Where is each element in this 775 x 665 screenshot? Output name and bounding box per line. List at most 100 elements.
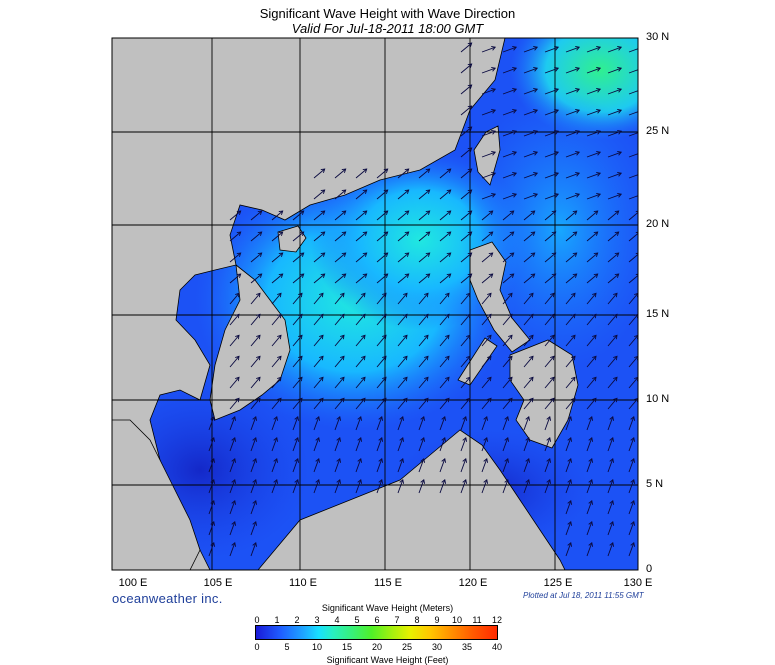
- wave-arrow-head: [252, 499, 258, 505]
- wave-arrow-head: [525, 478, 531, 484]
- wave-arrow-head: [630, 478, 636, 484]
- wave-arrow-head: [298, 334, 303, 340]
- wave-arrow: [607, 88, 622, 95]
- wave-arrow-head: [635, 273, 638, 278]
- colorbar-tick-feet: 10: [311, 642, 322, 652]
- wave-arrow: [460, 231, 472, 242]
- wave-arrow: [628, 542, 635, 557]
- wave-arrow: [334, 479, 341, 494]
- wave-arrow-head: [298, 355, 303, 361]
- wave-arrow: [628, 521, 635, 536]
- wave-arrow: [502, 210, 514, 221]
- wave-arrow: [586, 377, 597, 389]
- wave-arrow: [502, 458, 509, 473]
- wave-arrow-head: [483, 436, 489, 442]
- wave-arrow: [544, 130, 559, 137]
- wave-arrow-head: [509, 231, 515, 236]
- wave-arrow: [628, 356, 638, 368]
- lat-label-10n: 10 N: [646, 393, 670, 405]
- wave-arrow-head: [593, 252, 599, 257]
- wave-arrow-head: [278, 231, 284, 236]
- wave-arrow: [250, 273, 262, 284]
- wave-arrow: [229, 437, 236, 452]
- colorbar-tick-meters: 6: [374, 615, 380, 625]
- wave-arrow-head: [315, 457, 321, 463]
- wave-arrow-head: [383, 168, 389, 173]
- wave-arrow: [397, 356, 408, 368]
- wave-arrow-head: [466, 376, 471, 382]
- wave-arrow: [565, 416, 572, 431]
- wave-arrow-head: [235, 334, 240, 340]
- wave-arrow-head: [509, 273, 515, 278]
- wave-arrow: [607, 109, 622, 116]
- wave-arrow-head: [575, 45, 581, 51]
- wave-arrow-head: [550, 397, 555, 403]
- wave-arrow: [607, 151, 622, 158]
- wave-arrow-head: [256, 355, 261, 361]
- wave-arrow: [460, 377, 471, 389]
- wave-arrow: [292, 377, 303, 389]
- wave-arrow: [628, 48, 638, 53]
- wave-arrow: [586, 67, 601, 74]
- wave-arrow: [208, 437, 215, 452]
- colorbar-tick-meters: 1: [274, 615, 280, 625]
- wave-arrow: [502, 172, 517, 179]
- wave-arrow-head: [491, 192, 497, 198]
- wave-arrow-head: [512, 45, 518, 51]
- wave-arrow-head: [588, 541, 594, 547]
- wave-arrow-head: [638, 109, 642, 113]
- map-area: [112, 38, 642, 570]
- wave-arrow: [397, 398, 408, 410]
- wave-arrow: [355, 168, 367, 179]
- colorbar-tick-meters: 5: [354, 615, 360, 625]
- wave-arrow-head: [277, 376, 282, 382]
- wave-arrow-head: [404, 210, 410, 215]
- wave-arrow: [271, 458, 278, 473]
- wave-arrow-head: [554, 129, 560, 135]
- wave-arrow: [376, 273, 388, 284]
- wave-arrow-head: [273, 436, 279, 442]
- wave-arrow: [355, 479, 362, 494]
- wave-arrow-head: [424, 376, 429, 382]
- wave-arrow-head: [525, 457, 531, 463]
- wave-arrow-head: [533, 66, 539, 72]
- wave-arrow: [355, 273, 367, 284]
- wave-arrow-head: [256, 292, 261, 298]
- wave-arrow-head: [613, 376, 618, 382]
- wave-arrow-head: [425, 252, 431, 257]
- wave-arrow: [355, 252, 367, 263]
- wave-arrow: [544, 67, 559, 74]
- wave-arrow: [607, 293, 618, 305]
- wave-arrow: [565, 109, 580, 116]
- wave-arrow-head: [508, 397, 513, 403]
- wave-arrow: [565, 193, 580, 200]
- wave-arrow-head: [210, 415, 216, 421]
- wave-arrow-head: [533, 108, 539, 114]
- wave-arrow-head: [567, 520, 573, 526]
- wave-arrow-head: [487, 355, 492, 361]
- wave-arrow-head: [403, 334, 408, 340]
- wave-arrow: [355, 314, 366, 326]
- wave-arrow: [460, 479, 467, 494]
- wave-arrow: [460, 252, 472, 263]
- wave-arrow: [271, 210, 283, 221]
- wave-arrow: [628, 195, 638, 200]
- wave-arrow: [376, 398, 387, 410]
- wave-arrow-head: [341, 210, 347, 215]
- wave-arrow: [250, 398, 261, 410]
- wave-arrow: [376, 210, 388, 221]
- wave-arrow: [208, 542, 215, 557]
- wave-arrow-head: [298, 397, 303, 403]
- wave-arrow-head: [383, 231, 389, 236]
- wave-arrow-head: [575, 171, 581, 177]
- wave-arrow: [313, 335, 324, 347]
- wave-arrow-head: [467, 168, 473, 173]
- wave-arrow: [523, 458, 530, 473]
- wave-arrow-head: [231, 520, 237, 526]
- wave-arrow: [313, 314, 324, 326]
- wave-arrow-head: [567, 478, 573, 484]
- wave-arrow-head: [424, 292, 429, 298]
- wave-arrow-head: [231, 415, 237, 421]
- wave-arrow-head: [592, 334, 597, 340]
- wave-arrow: [229, 314, 240, 326]
